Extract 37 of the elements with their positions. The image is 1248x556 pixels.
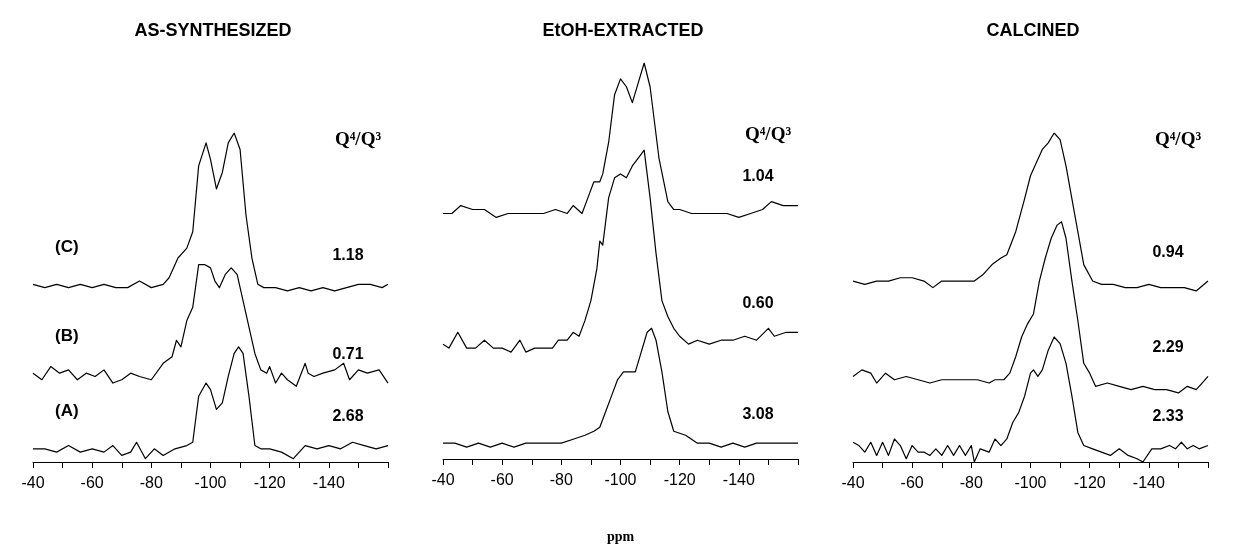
- x-tick-label: -80: [959, 473, 983, 491]
- x-axis-title: ppm: [606, 528, 635, 544]
- legend-title: Q⁴/Q³: [1154, 127, 1202, 149]
- series-label: 2.68: [332, 407, 364, 425]
- series-label: 2.29: [1152, 337, 1184, 355]
- series-label: 2.33: [1152, 407, 1184, 425]
- x-tick-label: -140: [312, 473, 345, 491]
- series-label: 0.94: [1152, 242, 1184, 260]
- x-tick-label: -140: [722, 470, 755, 488]
- annotation: (B): [55, 325, 79, 345]
- x-tick-label: -120: [253, 473, 286, 491]
- x-tick-label: -60: [900, 473, 924, 491]
- legend-title: Q⁴/Q³: [744, 122, 792, 144]
- x-tick-label: -100: [604, 470, 637, 488]
- series-label: 1.04: [742, 167, 774, 185]
- chart-title: AS-SYNTHESIZED: [134, 20, 292, 40]
- annotation: (A): [55, 401, 79, 421]
- x-tick-label: -120: [663, 470, 696, 488]
- series-label: 3.08: [742, 404, 774, 422]
- series-label: 0.60: [742, 293, 774, 311]
- chart-title: EtOH-EXTRACTED: [542, 20, 704, 40]
- x-tick-label: -80: [549, 470, 573, 488]
- x-tick-label: -40: [21, 473, 45, 491]
- x-tick-label: -80: [139, 473, 163, 491]
- x-tick-label: -60: [80, 473, 104, 491]
- x-tick-label: -100: [194, 473, 227, 491]
- x-tick-label: -140: [1132, 473, 1165, 491]
- annotation: (C): [55, 236, 79, 256]
- x-tick-label: -40: [841, 473, 865, 491]
- series-label: 1.18: [332, 245, 364, 263]
- x-tick-label: -100: [1014, 473, 1047, 491]
- series-label: 0.71: [332, 344, 364, 362]
- chart-title: CALCINED: [986, 20, 1080, 40]
- x-tick-label: -120: [1073, 473, 1106, 491]
- legend-title: Q⁴/Q³: [334, 127, 382, 149]
- x-tick-label: -40: [431, 470, 455, 488]
- x-tick-label: -60: [490, 470, 514, 488]
